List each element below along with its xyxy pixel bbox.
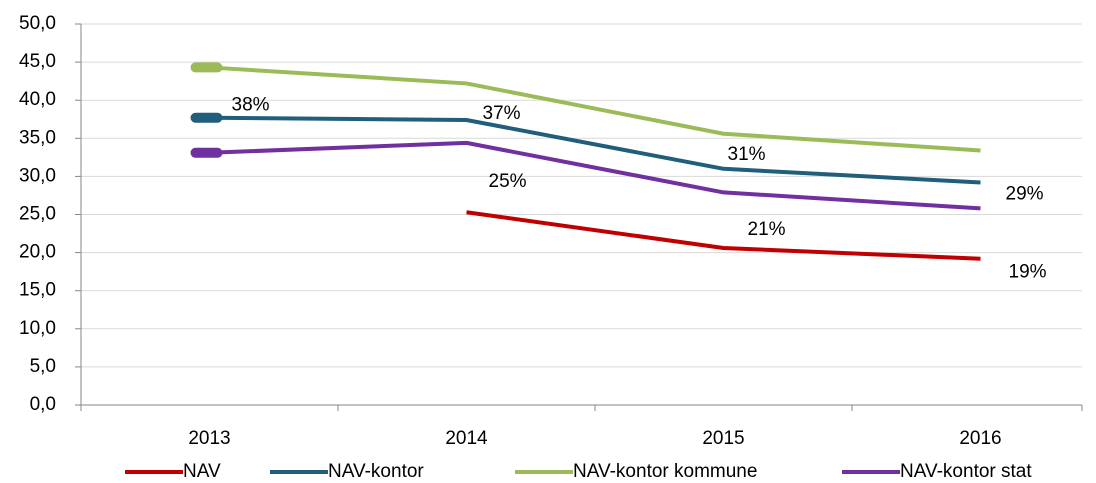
data-label: 38% <box>232 95 270 116</box>
legend-label: NAV-kontor stat <box>900 461 1032 482</box>
y-tick-label: 45,0 <box>19 51 56 72</box>
data-label: 19% <box>1009 262 1047 283</box>
series-line <box>209 140 981 211</box>
data-label: 37% <box>483 103 521 124</box>
y-tick-label: 20,0 <box>19 242 56 263</box>
x-tick-label: 2014 <box>445 428 488 449</box>
y-tick-label: 25,0 <box>19 204 56 225</box>
y-tick-label: 50,0 <box>19 13 56 34</box>
data-label: 31% <box>728 144 766 165</box>
y-tick-label: 5,0 <box>30 356 56 377</box>
y-tick-label: 35,0 <box>19 127 56 148</box>
x-tick-label: 2015 <box>702 428 744 449</box>
series-line <box>209 115 981 185</box>
data-label: 29% <box>1006 184 1044 205</box>
y-tick-label: 40,0 <box>19 89 56 110</box>
legend-label: NAV <box>183 461 221 482</box>
y-tick-label: 15,0 <box>19 280 56 301</box>
y-tick-label: 0,0 <box>30 394 56 415</box>
data-label: 21% <box>748 219 786 240</box>
x-tick-label: 2013 <box>188 428 230 449</box>
y-tick-label: 30,0 <box>19 165 56 186</box>
legend-label: NAV-kontor <box>328 461 424 482</box>
x-tick-label: 2016 <box>959 428 1001 449</box>
series-line <box>466 210 981 261</box>
legend-label: NAV-kontor kommune <box>573 461 757 482</box>
data-label: 25% <box>489 171 527 192</box>
series-line <box>209 65 981 153</box>
y-tick-label: 10,0 <box>19 318 56 339</box>
